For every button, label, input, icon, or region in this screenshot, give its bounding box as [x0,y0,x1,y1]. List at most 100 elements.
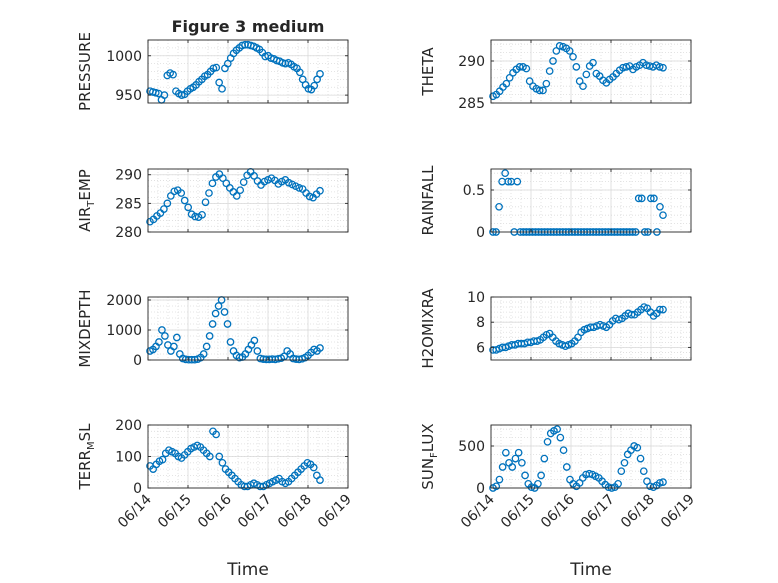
axes-frame [147,296,349,361]
data-point [212,430,220,439]
y-tick-label: 1000 [106,323,142,339]
y-tick-label: 1000 [106,49,142,65]
data-point [250,336,259,345]
data-point [650,194,658,203]
data-point [316,70,324,78]
y-tick-label: 290 [458,54,485,70]
axes-air-temp: 280 285 290 AIRTEMP [76,168,349,241]
data-point [223,320,232,328]
data-point [214,302,223,310]
data-point [219,174,227,183]
data-point [310,81,319,90]
data-point [501,448,510,457]
x-tick-label: 06/14 [458,491,498,531]
y-tick-label: 950 [115,88,142,104]
data-point [232,192,241,200]
y-tick-label: 285 [115,196,142,212]
data-point [158,455,167,464]
data-point [295,184,304,192]
data-point [521,471,529,480]
data-point [565,47,574,55]
data-point [582,70,591,79]
data-point [502,79,511,88]
data-point [627,310,636,319]
y-tick-label: 0 [476,225,485,241]
data-point [522,64,531,73]
data-point [572,63,581,71]
data-point [191,212,199,221]
axes-frame [490,168,692,233]
x-tick-label: 06/19 [315,492,355,532]
data-point [617,467,626,476]
data-point [202,342,211,351]
y-tick-label: 0 [133,481,142,497]
axes-frame [147,168,349,233]
data-point [305,192,314,201]
x-tick-label: 06/18 [275,492,315,532]
y-tick-label: 2000 [106,293,142,309]
data-point [642,61,651,70]
data-point [208,179,217,188]
data-point [250,172,258,180]
data-point [553,425,562,434]
data-point [527,483,536,492]
y-axis-label: AIRTEMP [76,169,97,232]
y-tick-label: 280 [115,225,142,241]
data-point [585,469,594,478]
data-point [619,63,627,72]
y-tick-label: 100 [115,450,142,466]
data-point [236,186,245,195]
data-point [639,467,648,476]
data-point [545,67,554,75]
data-point [211,309,220,318]
y-tick-label: 10 [467,290,485,306]
y-axis-label: SUNFLUX [419,423,440,489]
x-tick-label: 06/18 [618,492,658,532]
data-point [614,479,622,488]
y-tick-label: 200 [115,418,142,434]
axes-frame [147,39,349,104]
data-point [549,57,557,65]
data-point [309,463,318,472]
data-point [218,84,226,93]
data-point [637,194,646,203]
data-point [495,202,503,211]
y-tick-label: 285 [458,96,485,112]
y-axis-label: MIXDEPTH [76,289,94,367]
x-tick-label: 06/16 [195,491,235,531]
data-point [184,203,193,212]
data-point [659,211,667,220]
y-tick-label: 500 [458,439,485,455]
data-point [656,305,664,314]
data-point [253,347,262,355]
y-axis-label: PRESSURE [76,32,94,111]
data-point [163,199,172,208]
data-point [514,448,523,457]
data-point [170,187,179,196]
data-point [579,82,587,91]
data-point [540,454,549,463]
data-point [218,458,227,467]
axes-frame [490,424,692,489]
data-point [543,437,552,446]
axes-pressure: 950 1000 PRESSURE Figure 3 medium [76,17,349,111]
data-point [215,452,224,461]
data-point [542,79,551,88]
axes-h2omixra: 6 8 10 H2OMIXRA [419,288,692,369]
axes-mixdepth: 0 1000 2000 MIXDEPTH [76,289,349,369]
data-point [559,446,568,455]
axes-terr-msl: 0 100 200 TERRMSL 06/14 06/15 06/16 06/17 06/18 0… [76,418,355,580]
x-axis-label: Time [569,560,612,580]
x-tick-label: 06/19 [658,492,698,532]
data-point [659,63,667,72]
data-point [656,202,664,211]
data-point [155,338,163,346]
data-point [501,169,509,178]
data-point [659,305,667,314]
x-axis-label: Time [226,560,269,580]
x-tick-label: 06/17 [578,492,618,532]
data-point [316,186,324,195]
data-point [569,52,577,61]
y-axis-label: H2OMIXRA [419,288,437,369]
